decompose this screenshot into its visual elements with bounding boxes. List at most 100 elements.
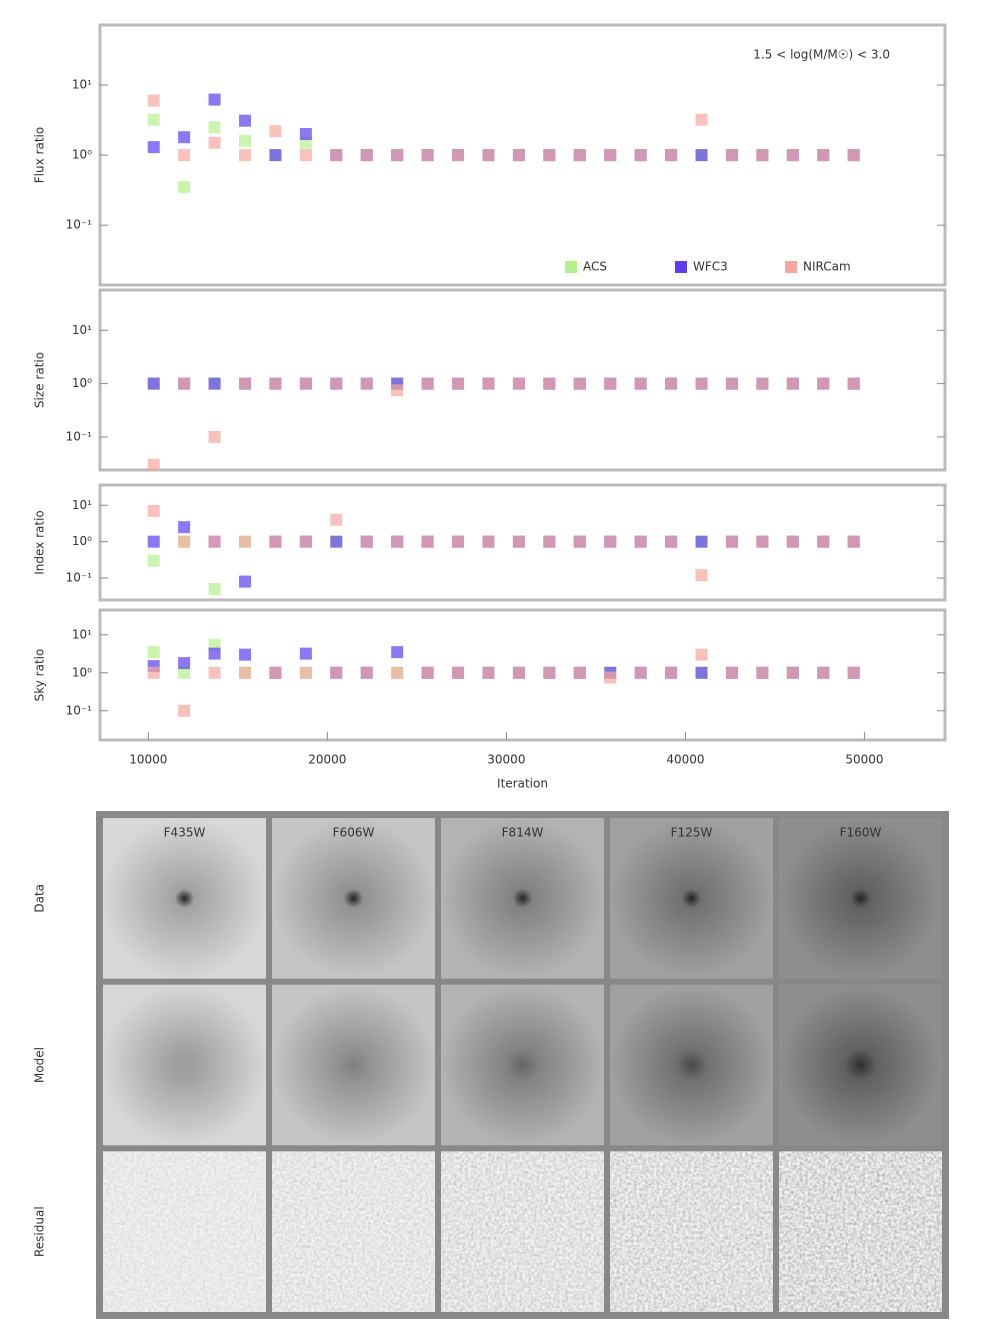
- y-axis-label: Flux ratio: [33, 127, 47, 183]
- marker: [421, 666, 434, 679]
- marker: [573, 535, 586, 548]
- residual-noise: [610, 1151, 773, 1312]
- marker: [512, 377, 525, 390]
- marker: [452, 149, 465, 162]
- marker: [817, 666, 830, 679]
- marker: [178, 535, 191, 548]
- marker: [695, 149, 708, 162]
- marker: [391, 666, 404, 679]
- marker: [756, 377, 769, 390]
- y-axis-label: Sky ratio: [33, 649, 47, 702]
- x-tick-label: 50000: [845, 753, 883, 767]
- marker: [634, 535, 647, 548]
- marker: [178, 181, 191, 194]
- marker: [360, 535, 373, 548]
- image: [272, 818, 435, 979]
- legend-label: NIRCam: [803, 260, 851, 274]
- marker: [239, 134, 252, 147]
- marker: [330, 535, 343, 548]
- marker: [208, 583, 221, 596]
- marker: [695, 569, 708, 582]
- marker: [817, 535, 830, 548]
- y-tick-label: 10¹: [72, 78, 92, 92]
- marker: [178, 657, 191, 670]
- image: [610, 818, 773, 979]
- x-tick-label: 40000: [666, 753, 704, 767]
- marker: [543, 377, 556, 390]
- row-label: Residual: [33, 1206, 47, 1257]
- image: [610, 984, 773, 1146]
- y-tick-label: 10⁻¹: [66, 218, 93, 232]
- marker: [269, 666, 282, 679]
- marker: [847, 377, 860, 390]
- marker: [269, 149, 282, 162]
- marker: [817, 149, 830, 162]
- marker: [756, 149, 769, 162]
- y-tick-label: 10⁰: [72, 148, 92, 162]
- marker: [665, 666, 678, 679]
- row-label: Data: [33, 884, 47, 913]
- column-label: F125W: [671, 826, 713, 840]
- marker: [147, 554, 160, 567]
- marker: [452, 666, 465, 679]
- marker: [330, 666, 343, 679]
- marker: [299, 647, 312, 660]
- legend-swatch: [675, 261, 687, 273]
- marker: [147, 377, 160, 390]
- residual-noise: [441, 1151, 604, 1312]
- marker: [725, 535, 738, 548]
- marker: [482, 666, 495, 679]
- marker: [299, 149, 312, 162]
- marker: [391, 646, 404, 659]
- marker: [604, 671, 617, 684]
- x-tick-label: 20000: [308, 753, 346, 767]
- marker: [208, 647, 221, 660]
- marker: [695, 377, 708, 390]
- annotation: 1.5 < log(M/M☉) < 3.0: [753, 48, 890, 62]
- marker: [573, 377, 586, 390]
- legend-swatch: [565, 261, 577, 273]
- marker: [573, 149, 586, 162]
- image: [441, 818, 604, 979]
- marker: [786, 149, 799, 162]
- marker: [299, 377, 312, 390]
- marker: [847, 666, 860, 679]
- x-tick-label: 30000: [487, 753, 525, 767]
- marker: [178, 521, 191, 534]
- marker: [391, 535, 404, 548]
- marker: [360, 149, 373, 162]
- marker: [725, 377, 738, 390]
- marker: [695, 648, 708, 661]
- marker: [208, 377, 221, 390]
- image: [103, 984, 266, 1146]
- image: [441, 984, 604, 1146]
- marker: [239, 648, 252, 661]
- marker: [634, 377, 647, 390]
- image: [779, 818, 942, 979]
- marker: [147, 458, 160, 471]
- marker: [239, 377, 252, 390]
- marker: [786, 666, 799, 679]
- marker: [817, 377, 830, 390]
- y-tick-label: 10⁰: [72, 534, 92, 548]
- marker: [147, 504, 160, 517]
- marker: [756, 666, 769, 679]
- y-tick-label: 10¹: [72, 323, 92, 337]
- marker: [421, 149, 434, 162]
- marker: [543, 535, 556, 548]
- marker: [421, 377, 434, 390]
- panel-frame: [98, 288, 947, 472]
- marker: [239, 575, 252, 588]
- marker: [482, 377, 495, 390]
- marker: [634, 149, 647, 162]
- marker: [452, 535, 465, 548]
- column-label: F814W: [502, 826, 544, 840]
- row-label: Model: [33, 1047, 47, 1083]
- marker: [269, 125, 282, 138]
- legend-label: ACS: [583, 260, 607, 274]
- marker: [604, 535, 617, 548]
- marker: [665, 377, 678, 390]
- marker: [208, 666, 221, 679]
- column-label: F606W: [333, 826, 375, 840]
